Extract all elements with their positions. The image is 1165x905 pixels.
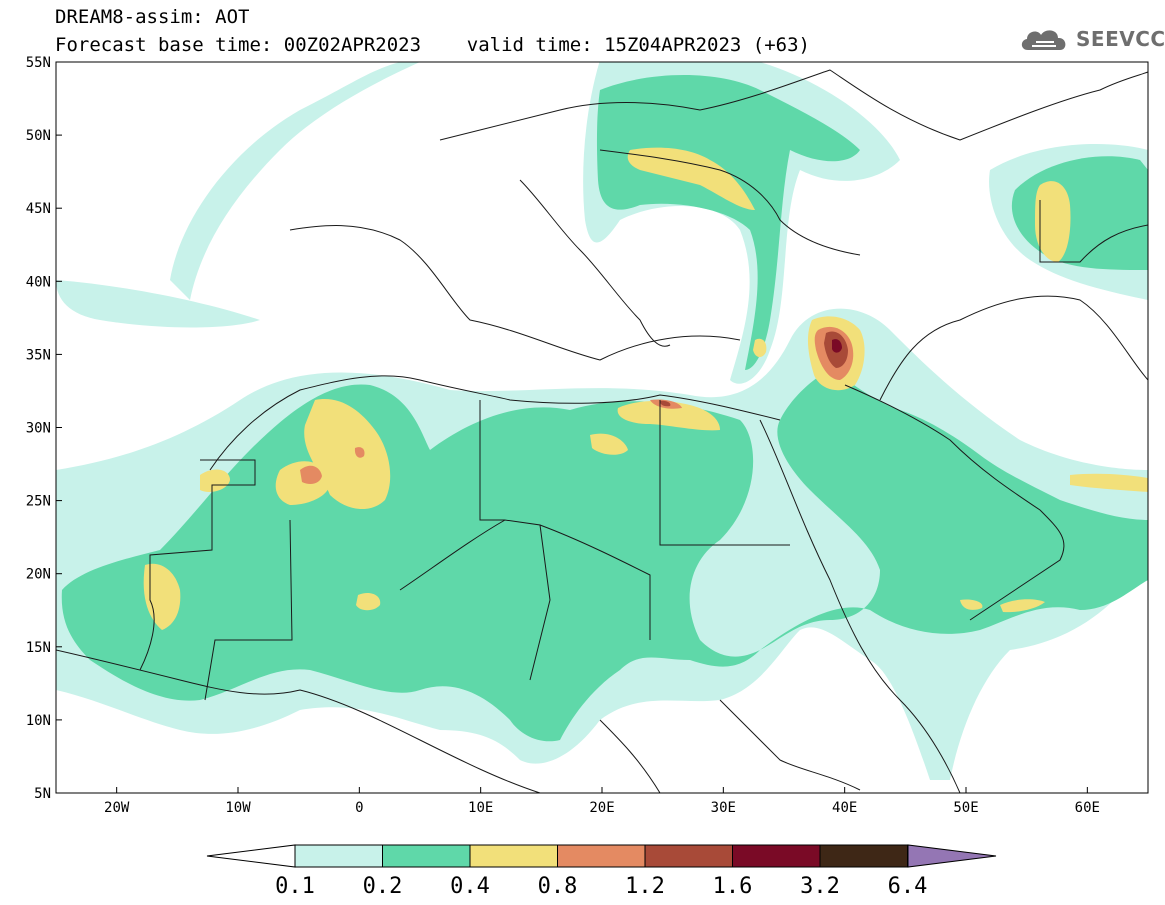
- border-line: [399, 519, 551, 681]
- lat-tick-label: 15N: [26, 640, 51, 656]
- border-line: [289, 225, 741, 361]
- border-line: [439, 69, 1148, 141]
- logo-text: SEEVCCC: [1076, 27, 1165, 51]
- colorbar-over-arrow: [907, 844, 997, 868]
- border-line: [539, 524, 651, 640]
- lat-tick-label: 40N: [26, 274, 51, 290]
- lon-tick-label: 40E: [832, 800, 857, 816]
- lon-tick-label: 0: [355, 800, 363, 816]
- border-line: [204, 519, 293, 701]
- colorbar-swatch: [819, 844, 908, 868]
- colorbar-label: 1.6: [713, 874, 753, 899]
- lat-tick-label: 5N: [34, 786, 51, 802]
- seevccc-logo: SEEVCCC: [1018, 24, 1165, 54]
- border-line: [719, 699, 861, 791]
- border-line: [759, 419, 961, 793]
- lat-tick-label: 10N: [26, 713, 51, 729]
- colorbar-swatch: [644, 844, 733, 868]
- lon-tick-label: 30E: [711, 800, 736, 816]
- colorbar-label: 0.4: [450, 874, 490, 899]
- colorbar-label: 6.4: [888, 874, 928, 899]
- lon-tick-label: 50E: [953, 800, 978, 816]
- aot-level-0.4: [143, 147, 1148, 630]
- lat-tick-label: 50N: [26, 128, 51, 144]
- border-line: [209, 375, 781, 471]
- border-line: [479, 400, 505, 521]
- colorbar-swatch: [382, 844, 471, 868]
- aot-level-1.6: [832, 339, 842, 353]
- colorbar-label: 3.2: [800, 874, 840, 899]
- colorbar-label: 0.2: [363, 874, 403, 899]
- lon-tick-label: 10W: [225, 800, 251, 816]
- map-title: DREAM8-assim: AOT: [55, 6, 250, 28]
- colorbar-swatch: [732, 844, 821, 868]
- lat-tick-label: 45N: [26, 201, 51, 217]
- border-line: [659, 400, 790, 546]
- lat-tick-label: 20N: [26, 567, 51, 583]
- border-line: [879, 295, 1148, 401]
- colorbar-swatch: [294, 844, 383, 868]
- country-borders: [56, 69, 1148, 793]
- colorbar-label: 0.8: [538, 874, 578, 899]
- border-line: [139, 459, 256, 671]
- lat-tick-label: 30N: [26, 421, 51, 437]
- colorbar-swatch: [557, 844, 646, 868]
- colorbar-label: 1.2: [625, 874, 665, 899]
- colorbar-under-arrow: [206, 844, 296, 868]
- border-line: [844, 384, 1065, 621]
- forecast-time-line: Forecast base time: 00Z02APR2023 valid t…: [55, 34, 810, 56]
- lon-tick-label: 60E: [1075, 800, 1100, 816]
- latitude-axis: 55N 50N 45N 40N 35N 30N 25N 20N 15N 10N 5N: [26, 55, 62, 802]
- border-line: [1039, 200, 1148, 263]
- longitude-axis: 20W 10W 0 10E 20E 30E 40E 50E 60E: [104, 787, 1100, 816]
- colorbar: 0.1 0.2 0.4 0.8 1.2 1.6 3.2 6.4: [206, 844, 997, 899]
- border-line: [519, 179, 671, 347]
- border-line: [599, 719, 661, 793]
- lon-tick-label: 20E: [589, 800, 614, 816]
- lon-tick-label: 10E: [468, 800, 493, 816]
- colorbar-swatch: [469, 844, 558, 868]
- lon-tick-label: 20W: [104, 800, 130, 816]
- aot-field: [56, 62, 1148, 780]
- border-line: [56, 649, 541, 793]
- lat-tick-label: 35N: [26, 347, 51, 363]
- lat-tick-label: 25N: [26, 494, 51, 510]
- cloud-icon: [1021, 30, 1066, 50]
- lat-tick-label: 55N: [26, 55, 51, 71]
- colorbar-label: 0.1: [275, 874, 315, 899]
- border-line: [599, 149, 861, 256]
